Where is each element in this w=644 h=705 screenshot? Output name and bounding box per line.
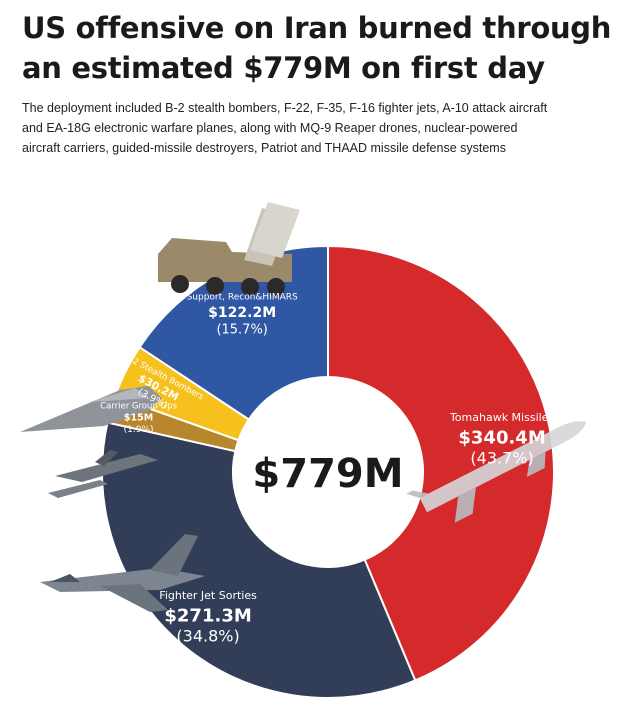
slice-percent-label: (15.7%) bbox=[216, 322, 267, 337]
slice-value-label: $340.4M bbox=[458, 427, 545, 448]
slice-percent-label: (34.8%) bbox=[176, 626, 239, 645]
slice-value-label: $122.2M bbox=[208, 305, 276, 321]
chart-subtitle-line-1: The deployment included B-2 stealth bomb… bbox=[22, 101, 548, 115]
slice-category-label: Carrier Group Ops bbox=[100, 402, 177, 412]
tomahawk-missile-image bbox=[406, 421, 587, 523]
slice-label-group: Fighter Jet Sorties $271.3M(34.8%) bbox=[159, 589, 257, 646]
b2-bomber-image bbox=[20, 386, 162, 432]
slice-value-label: $15M bbox=[124, 413, 153, 424]
slice-category-label: Support, Recon&HIMARS bbox=[187, 293, 298, 303]
slice-label-group: Tomahawk Missiles $340.4M(43.7%) bbox=[449, 411, 555, 468]
slice-label-group: Support, Recon&HIMARS $122.2M(15.7%) bbox=[187, 293, 298, 338]
chart-subtitle: The deployment included B-2 stealth bomb… bbox=[22, 98, 632, 158]
donut-chart: $779M Tomahawk Missiles $340.4M(43.7%) Fig… bbox=[20, 202, 587, 699]
chart-title: US offensive on Iran burned through an e… bbox=[22, 8, 622, 88]
thaad-launcher-truck-image bbox=[158, 202, 300, 296]
aircraft-carrier-image bbox=[48, 450, 158, 498]
donut-hole bbox=[233, 377, 423, 567]
chart-title-line-1: US offensive on Iran burned through bbox=[22, 11, 612, 45]
chart-title-line-2: an estimated $779M on first day bbox=[22, 51, 545, 85]
chart-subtitle-line-3: aircraft carriers, guided-missile destro… bbox=[22, 141, 506, 155]
slice-percent-label: (1.9%) bbox=[124, 425, 154, 435]
slice-percent-label: (43.7%) bbox=[470, 448, 533, 467]
slice-category-label: Tomahawk Missiles bbox=[449, 411, 555, 424]
fighter-jet-image bbox=[40, 534, 205, 612]
slice-category-label: Fighter Jet Sorties bbox=[159, 589, 257, 602]
center-total-label: $779M bbox=[252, 451, 403, 497]
slice-label-group: Carrier Group Ops$15M(1.9%) bbox=[100, 402, 177, 435]
chart-subtitle-line-2: and EA-18G electronic warfare planes, al… bbox=[22, 121, 518, 135]
slice-value-label: $271.3M bbox=[164, 605, 251, 626]
